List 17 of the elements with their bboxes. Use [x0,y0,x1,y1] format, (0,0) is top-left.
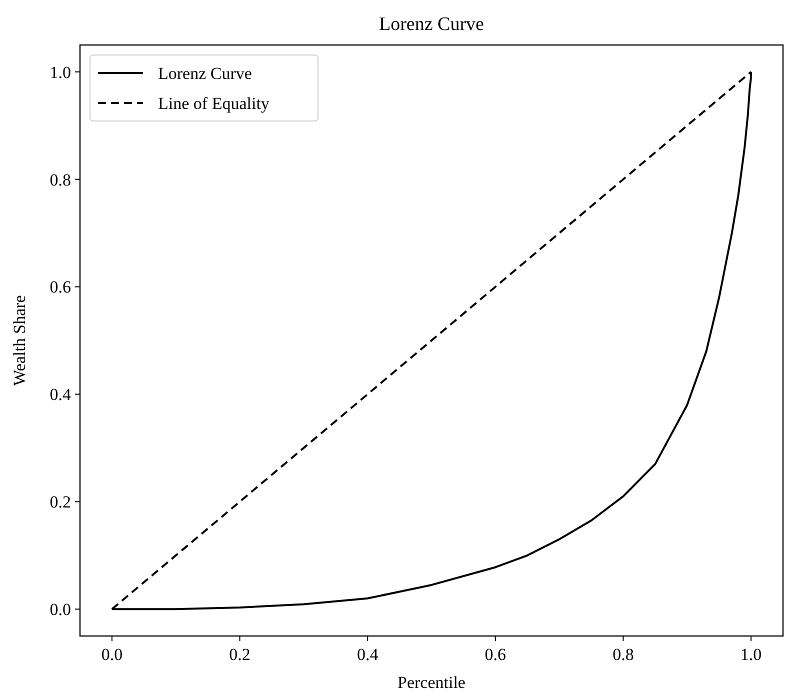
y-tick-label: 0.6 [50,278,71,297]
y-tick-label: 0.0 [50,600,71,620]
y-axis-title: Wealth Share [10,295,29,386]
x-tick-label: 1.0 [740,645,762,664]
x-tick-label: 0.2 [229,645,250,664]
y-tick-label: 0.2 [50,492,71,512]
y-tick-label: 0.4 [50,385,72,404]
y-tick-label: 1.0 [50,62,71,82]
x-tick-label: 0.8 [612,645,634,664]
y-tick-label: 0.8 [50,170,71,190]
legend-label: Line of Equality [158,94,270,113]
x-tick-label: 0.4 [356,645,379,664]
x-tick-label: 0.6 [484,645,506,664]
x-tick-label: 0.0 [101,645,123,664]
chart-title: Lorenz Curve [379,14,484,35]
legend-label: Lorenz Curve [158,64,252,83]
x-axis-title: Percentile [398,673,466,692]
